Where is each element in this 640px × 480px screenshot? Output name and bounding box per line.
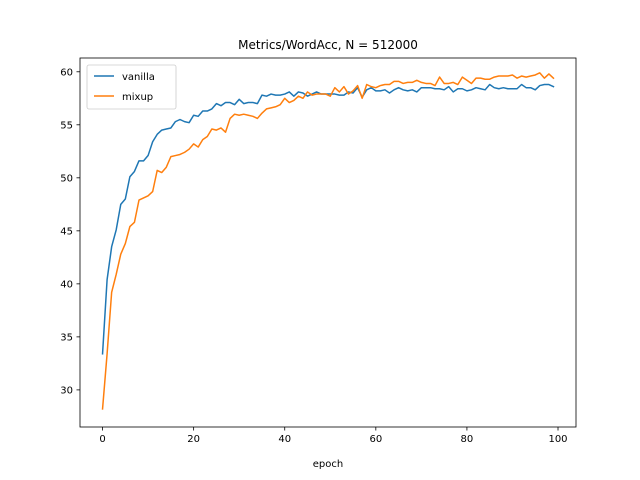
y-tick-label: 55 (60, 120, 73, 131)
x-tick-label: 100 (548, 434, 567, 445)
legend: vanilla mixup (86, 64, 177, 110)
x-tick-label: 60 (369, 434, 382, 445)
series-line-mixup (101, 72, 555, 410)
series-line-vanilla (101, 83, 555, 355)
y-tick-label: 35 (60, 332, 73, 343)
y-tick-label: 60 (60, 67, 73, 78)
y-tick-label: 30 (60, 385, 73, 396)
legend-label-mixup: mixup (122, 92, 153, 103)
x-axis-label: epoch (313, 459, 343, 470)
axes: 0 20 40 60 80 100 30 35 40 45 50 55 60 (60, 57, 577, 445)
plot-area (101, 72, 555, 410)
chart-title: Metrics/WordAcc, N = 512000 (238, 38, 418, 52)
x-tick-label: 20 (187, 434, 200, 445)
x-tick-label: 40 (278, 434, 291, 445)
x-tick-label: 80 (461, 434, 474, 445)
y-tick-label: 45 (60, 226, 73, 237)
y-tick-label: 50 (60, 173, 73, 184)
y-tick-label: 40 (60, 279, 73, 290)
x-tick-label: 0 (99, 434, 105, 445)
axes-frame (79, 57, 577, 428)
legend-label-vanilla: vanilla (122, 72, 155, 83)
